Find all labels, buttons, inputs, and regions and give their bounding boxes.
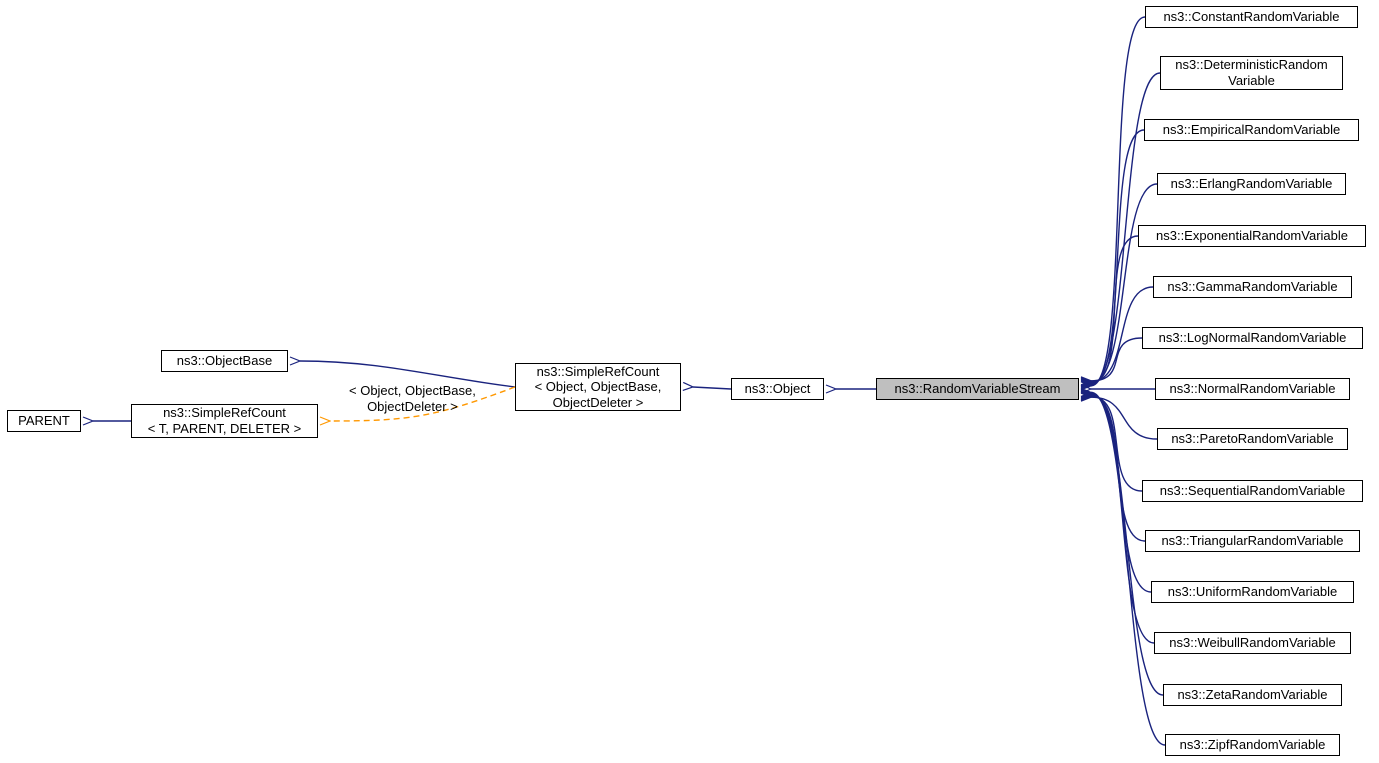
node-empirical[interactable]: ns3::EmpiricalRandomVariable: [1144, 119, 1359, 141]
node-constant[interactable]: ns3::ConstantRandomVariable: [1145, 6, 1358, 28]
node-label-line: ns3::ZipfRandomVariable: [1180, 737, 1326, 753]
node-label-line: < T, PARENT, DELETER >: [148, 421, 301, 437]
node-simplerefcount-template[interactable]: ns3::SimpleRefCount< T, PARENT, DELETER …: [131, 404, 318, 438]
node-label-line: ns3::NormalRandomVariable: [1170, 381, 1336, 397]
edge-erlang-to-rvs: [1091, 184, 1157, 383]
node-label-line: ns3::ConstantRandomVariable: [1163, 9, 1339, 25]
node-label-line: ns3::SequentialRandomVariable: [1160, 483, 1346, 499]
node-label-line: PARENT: [18, 413, 70, 429]
node-randomvariablestream[interactable]: ns3::RandomVariableStream: [876, 378, 1079, 400]
node-gamma[interactable]: ns3::GammaRandomVariable: [1153, 276, 1352, 298]
node-zeta[interactable]: ns3::ZetaRandomVariable: [1163, 684, 1342, 706]
edge-sequential-to-rvs: [1091, 396, 1142, 491]
node-label-line: ns3::UniformRandomVariable: [1168, 584, 1338, 600]
node-label-line: ns3::LogNormalRandomVariable: [1159, 330, 1347, 346]
node-label-line: ns3::DeterministicRandom: [1175, 57, 1327, 73]
node-weibull[interactable]: ns3::WeibullRandomVariable: [1154, 632, 1351, 654]
node-triangular[interactable]: ns3::TriangularRandomVariable: [1145, 530, 1360, 552]
node-objectbase[interactable]: ns3::ObjectBase: [161, 350, 288, 372]
node-label-line: ns3::ErlangRandomVariable: [1171, 176, 1333, 192]
node-label-line: ns3::SimpleRefCount: [537, 364, 660, 380]
edge-weibull-to-rvs: [1091, 394, 1154, 643]
node-deterministic[interactable]: ns3::DeterministicRandomVariable: [1160, 56, 1343, 90]
node-parent[interactable]: PARENT: [7, 410, 81, 432]
node-zipf[interactable]: ns3::ZipfRandomVariable: [1165, 734, 1340, 756]
node-pareto[interactable]: ns3::ParetoRandomVariable: [1157, 428, 1348, 450]
node-sequential[interactable]: ns3::SequentialRandomVariable: [1142, 480, 1363, 502]
node-label-line: ns3::Object: [745, 381, 811, 397]
node-uniform[interactable]: ns3::UniformRandomVariable: [1151, 581, 1354, 603]
edge-exponential-to-rvs: [1091, 236, 1138, 382]
node-exponential[interactable]: ns3::ExponentialRandomVariable: [1138, 225, 1366, 247]
node-label-line: ns3::EmpiricalRandomVariable: [1163, 122, 1341, 138]
node-erlang[interactable]: ns3::ErlangRandomVariable: [1157, 173, 1346, 195]
edge-triangular-to-rvs: [1091, 396, 1145, 541]
node-label-line: < Object, ObjectBase,: [535, 379, 662, 395]
node-label-line: ns3::SimpleRefCount: [163, 405, 286, 421]
edge-zipf-to-rvs: [1091, 392, 1165, 745]
node-label-line: ns3::ObjectBase: [177, 353, 272, 369]
edge-lognormal-to-rvs: [1091, 338, 1142, 381]
inheritance-diagram: PARENT ns3::SimpleRefCount< T, PARENT, D…: [0, 0, 1379, 763]
node-label-line: ObjectDeleter >: [553, 395, 644, 411]
node-label-line: ns3::ExponentialRandomVariable: [1156, 228, 1348, 244]
node-simplerefcount-instance[interactable]: ns3::SimpleRefCount< Object, ObjectBase,…: [515, 363, 681, 411]
node-label-line: ns3::ZetaRandomVariable: [1177, 687, 1327, 703]
node-label-line: ns3::RandomVariableStream: [895, 381, 1061, 397]
node-label-line: Variable: [1228, 73, 1275, 89]
node-label-line: ns3::TriangularRandomVariable: [1161, 533, 1343, 549]
node-label-line: ns3::GammaRandomVariable: [1167, 279, 1337, 295]
node-lognormal[interactable]: ns3::LogNormalRandomVariable: [1142, 327, 1363, 349]
node-object[interactable]: ns3::Object: [731, 378, 824, 400]
node-label-line: ns3::ParetoRandomVariable: [1171, 431, 1333, 447]
node-label-line: ns3::WeibullRandomVariable: [1169, 635, 1335, 651]
edge-constant-to-rvs: [1091, 17, 1145, 386]
node-normal[interactable]: ns3::NormalRandomVariable: [1155, 378, 1350, 400]
edge-object-to-src_inst: [693, 387, 731, 389]
template-instantiation-label: < Object, ObjectBase,ObjectDeleter >: [349, 383, 476, 414]
edge-empirical-to-rvs: [1091, 130, 1144, 384]
edge-pareto-to-rvs: [1091, 397, 1157, 439]
